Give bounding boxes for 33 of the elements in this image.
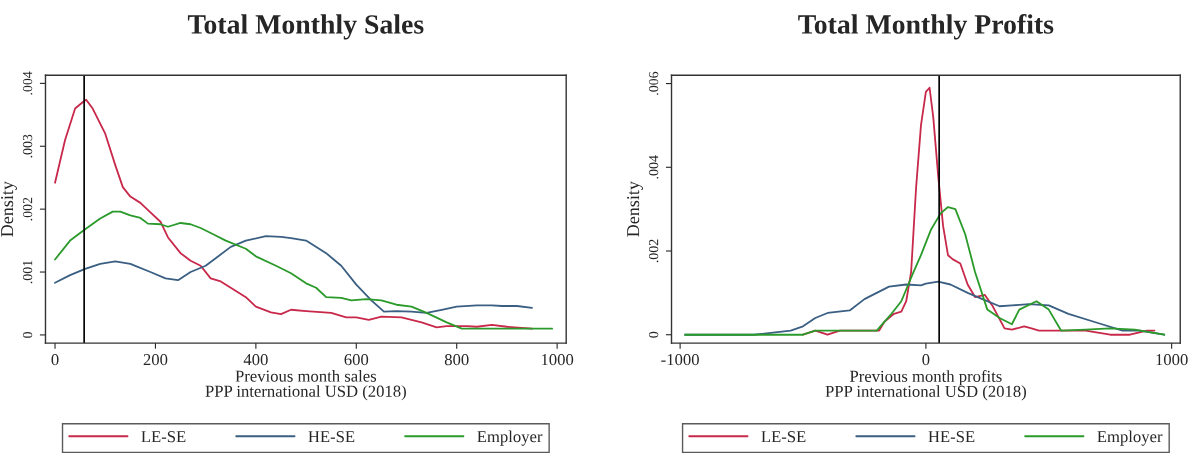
x-tick-label: 400: [243, 354, 268, 366]
y-tick-label: 0: [648, 331, 659, 338]
y-tick-label: .002: [648, 239, 659, 263]
y-tick-label: .004: [648, 155, 659, 179]
y-axis-title: Density: [627, 181, 643, 237]
x-tick-label: -1000: [661, 354, 699, 366]
x-tick-label: 200: [143, 354, 168, 366]
x-tick-label: 1000: [541, 354, 574, 366]
line-series: [54, 210, 554, 330]
line-series: [54, 235, 533, 314]
legend-label: LE-SE: [761, 431, 806, 443]
y-tick-label: .003: [22, 134, 33, 158]
x-tick-label: 0: [922, 354, 930, 366]
y-tick-label: 0: [22, 331, 33, 338]
y-axis-title: Density: [1, 181, 17, 237]
legend-label: LE-SE: [141, 431, 186, 443]
x-tick-label: 800: [444, 354, 469, 366]
chart-title: Total Monthly Profits: [798, 13, 1054, 40]
y-tick-label: .002: [22, 197, 33, 221]
line-series: [684, 206, 1166, 336]
legend-label: Employer: [1097, 430, 1163, 446]
x-axis-title: Previous month profits PPP international USD (2018): [825, 370, 1026, 401]
y-tick-label: .006: [648, 71, 659, 95]
y-tick-label: .004: [22, 71, 33, 95]
chart-title: Total Monthly Sales: [187, 14, 424, 40]
x-tick-label: 0: [51, 354, 59, 366]
legend-label: HE-SE: [308, 431, 355, 443]
x-tick-label: 1000: [1156, 354, 1188, 366]
legend-label: Employer: [477, 430, 543, 446]
x-tick-label: 600: [344, 354, 369, 366]
x-axis-title: Previous month sales PPP international USD (2018): [205, 370, 406, 401]
legend-label: HE-SE: [928, 431, 975, 443]
y-tick-label: .001: [22, 260, 33, 284]
